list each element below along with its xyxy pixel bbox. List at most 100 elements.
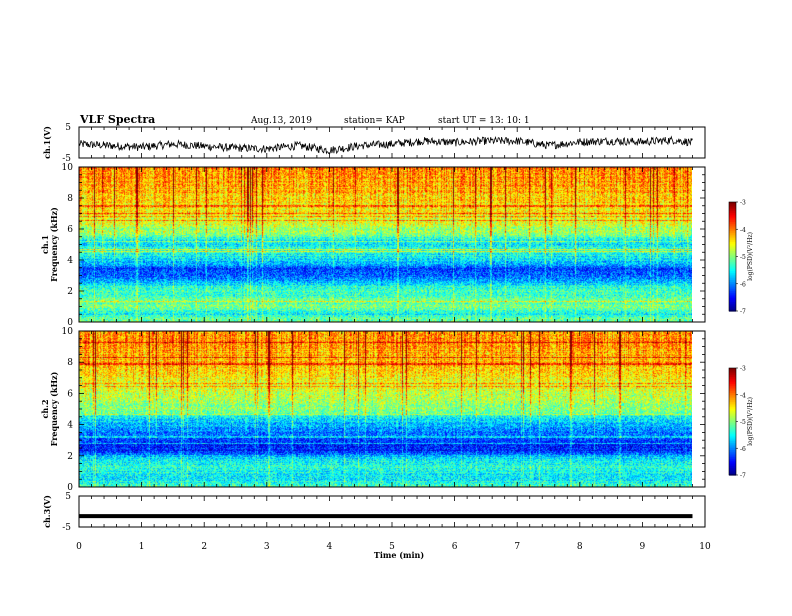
ch1-colorbar-cell: [729, 267, 736, 270]
ch1-colorbar-cell: [729, 209, 736, 212]
ch2-colorbar-cell: [729, 391, 736, 394]
ch2-colorbar-cell: [729, 409, 736, 412]
ch2-colorbar-cell: [729, 371, 736, 374]
ch2-colorbar-tick-label: -4: [740, 392, 746, 399]
ch2-colorbar-cell: [729, 425, 736, 428]
ch2-colorbar-cell: [729, 460, 736, 464]
ch1-colorbar-tick-label: -5: [740, 254, 746, 261]
ch2-colorbar-cell: [729, 426, 736, 430]
station-label: station= KAP: [344, 116, 405, 126]
ch1-spec-ytick-label: 6: [67, 225, 73, 235]
ch2-colorbar-cell: [729, 423, 736, 426]
ch2-colorbar-cell: [729, 433, 736, 437]
ch2-spec-ylabel-freq: Frequency (kHz): [49, 371, 59, 446]
ch1-colorbar-cell: [729, 271, 736, 274]
ch1-colorbar-cell: [729, 256, 736, 259]
ch1-colorbar-cell: [729, 245, 736, 249]
ch1-colorbar-cell: [729, 249, 736, 252]
ch1-colorbar-cell: [729, 214, 736, 218]
ch2-colorbar-cell: [729, 467, 736, 471]
ch2-colorbar-cell: [729, 444, 736, 448]
ch1-waveform-panel: 5 -5 ch.1(V): [42, 123, 706, 164]
ch1-colorbar-cell: [729, 269, 736, 272]
ch2-colorbar-cell: [729, 453, 736, 456]
ch1-colorbar-cell: [729, 234, 736, 238]
ch1-spec-heatmap-image: [79, 167, 692, 322]
ch1-colorbar-cell: [729, 203, 736, 207]
ch2-colorbar-cell: [729, 446, 736, 449]
ch1-colorbar-cell: [729, 212, 736, 216]
ch2-colorbar-cell: [729, 473, 736, 476]
ch1-colorbar-cell: [729, 251, 736, 254]
ch2-colorbar-cell: [729, 369, 736, 373]
ch2-colorbar-cell: [729, 396, 736, 399]
ch2-spec-ylabel: ch.2: [40, 399, 50, 418]
x-axis-label: Time (min): [374, 550, 424, 560]
ch1-spec-ytick-label: 10: [62, 163, 74, 173]
ch1-spec-ylabel: ch.1: [40, 235, 50, 254]
ch1-colorbar-cell: [729, 301, 736, 305]
ch1-colorbar-tick-label: -6: [740, 281, 746, 288]
ch1-colorbar-cell: [729, 298, 736, 301]
ch2-colorbar-cell: [729, 462, 736, 465]
ch1-colorbar-cell: [729, 303, 736, 307]
ch1-colorbar-cell: [729, 207, 736, 210]
ch2-colorbar-cell: [729, 448, 736, 451]
ch2-colorbar-cell: [729, 430, 736, 433]
ch2-colorbar-cell: [729, 405, 736, 408]
ch1-colorbar-tick-label: -4: [740, 227, 746, 234]
ch2-colorbar-cell: [729, 410, 736, 414]
ch1-colorbar-cell: [729, 254, 736, 258]
ch3-waveform-panel: 5 -5 ch.3(V): [42, 492, 706, 533]
ch1-spectrogram-panel: 0 2 4 6 8 10 ch.1 Frequency (kHz): [40, 163, 706, 328]
ch2-colorbar-cell: [729, 441, 736, 444]
ch2-colorbar-tick-label: -3: [740, 366, 746, 373]
ch2-colorbar: -3 -4 -5 -6 -7 log(PSD)(V²/Hz): [728, 366, 754, 480]
ch2-colorbar-cell: [729, 380, 736, 383]
ch1-colorbar: -3 -4 -5 -6 -7 log(PSD)(V²/Hz): [728, 200, 754, 316]
ch1-colorbar-cell: [729, 243, 736, 247]
ch1-colorbar-tick-label: -3: [740, 200, 746, 207]
ch2-colorbar-cell: [729, 450, 736, 453]
ch1-colorbar-cell: [729, 202, 736, 205]
ch2-spec-ytick-label: 8: [67, 358, 73, 368]
ch2-colorbar-cell: [729, 378, 736, 382]
ch2-colorbar-cell: [729, 407, 736, 410]
ch1-colorbar-cell: [729, 225, 736, 229]
ch1-ytick-label: 5: [65, 123, 71, 133]
ch2-colorbar-cell: [729, 458, 736, 462]
ch1-colorbar-cell: [729, 240, 736, 243]
ch1-colorbar-cell: [729, 289, 736, 292]
ch1-colorbar-cell: [729, 274, 736, 278]
ch2-spec-ytick-label: 0: [67, 483, 73, 493]
ch1-ylabel: ch.1(V): [42, 126, 52, 159]
ch2-colorbar-cell: [729, 400, 736, 403]
ch1-colorbar-cell: [729, 278, 736, 281]
ch2-colorbar-cell: [729, 385, 736, 389]
ch2-colorbar-cell: [729, 457, 736, 460]
ch2-colorbar-cell: [729, 389, 736, 392]
ch2-colorbar-cell: [729, 382, 736, 385]
ch2-spec-ytick-label: 2: [67, 452, 73, 462]
ch2-colorbar-cell: [729, 387, 736, 390]
ch2-spec-ytick-label: 10: [62, 327, 74, 337]
ch1-spec-ytick-label: 2: [67, 287, 73, 297]
x-tick-label: 0: [76, 542, 82, 552]
ch2-colorbar-cell: [729, 368, 736, 371]
ch1-colorbar-cell: [729, 280, 736, 283]
ch2-spec-ytick-label: 6: [67, 389, 73, 399]
ch2-colorbar-cell: [729, 432, 736, 435]
ch2-colorbar-label: log(PSD)(V²/Hz): [747, 397, 754, 446]
ch1-spec-ytick-label: 4: [67, 256, 73, 266]
x-tick-label: 1: [139, 542, 145, 552]
ch2-colorbar-cell: [729, 394, 736, 398]
x-tick-label: 9: [640, 542, 646, 552]
date-label: Aug.13, 2019: [250, 116, 312, 126]
x-tick-label: 2: [201, 542, 207, 552]
ch1-colorbar-cell: [729, 205, 736, 209]
ch1-colorbar-cell: [729, 236, 736, 239]
x-tick-label: 6: [452, 542, 458, 552]
ch1-colorbar-cell: [729, 260, 736, 263]
ch2-colorbar-cell: [729, 464, 736, 467]
